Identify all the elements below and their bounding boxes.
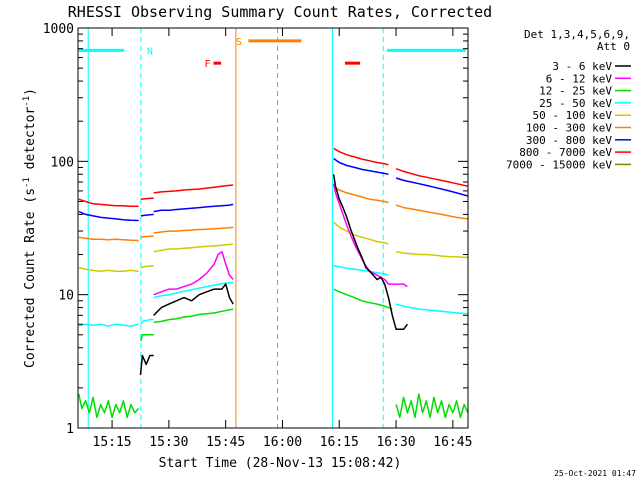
x-tick-label: 15:15 — [93, 435, 132, 450]
state-label-n: N — [147, 46, 153, 57]
segment-boundaries — [87, 28, 384, 428]
series-800-7000-kev-segment-3 — [333, 147, 389, 166]
state-bars: N S F — [78, 37, 466, 70]
timestamp: 25-Oct-2021 01:47 — [554, 469, 636, 478]
series-800-7000-kev-segment-2 — [153, 184, 234, 194]
plot-frame — [77, 27, 469, 429]
legend-label-100-300-kev: 100 - 300 keV — [526, 122, 612, 135]
series-3-6-kev-segment-0 — [139, 354, 154, 375]
series-300-800-kev-segment-2 — [153, 203, 234, 213]
y-axis-label-mid: detector — [23, 107, 38, 178]
x-tick-label: 16:00 — [263, 435, 302, 450]
x-tick-label: 16:45 — [433, 435, 472, 450]
legend-label-800-7000-kev: 800 - 7000 keV — [519, 146, 612, 159]
series-25-50-kev-segment-1 — [140, 318, 154, 325]
legend-label-25-50-kev: 25 - 50 keV — [539, 97, 612, 110]
x-axis-label: Start Time (28-Nov-13 15:08:42) — [159, 456, 402, 471]
series-25-50-kev-segment-2 — [153, 281, 234, 299]
series-12-25-kev-segment-0 — [78, 393, 140, 419]
series-25-50-kev-segment-3 — [333, 264, 389, 276]
axis-ticks: 15:15 15:30 15:45 16:00 16:15 16:30 16:45 1 10 10… — [43, 22, 473, 450]
y-tick-label: 100 — [51, 155, 74, 170]
series-300-800-kev-segment-3 — [333, 157, 389, 176]
series-12-25-kev-segment-1 — [140, 334, 154, 342]
series-800-7000-kev-segment-0 — [78, 198, 139, 208]
y-axis-label-end: ) — [23, 88, 38, 96]
series-100-300-kev-segment-4 — [395, 204, 468, 220]
series-50-100-kev-segment-1 — [140, 264, 154, 269]
y-axis-label-sup2: -1 — [22, 96, 32, 107]
series-3-6-kev-segment-1 — [153, 283, 234, 316]
y-tick-label: 10 — [58, 289, 74, 304]
series-100-300-kev-segment-3 — [333, 185, 389, 204]
state-label-f: F — [204, 59, 210, 70]
series-300-800-kev-segment-1 — [140, 213, 154, 217]
chart-title: RHESSI Observing Summary Count Rates, Co… — [68, 3, 492, 21]
series-50-100-kev-segment-3 — [333, 221, 389, 245]
series-lines — [78, 147, 468, 419]
series-300-800-kev-segment-4 — [395, 177, 468, 197]
series-50-100-kev-segment-0 — [78, 266, 139, 272]
x-tick-label: 15:45 — [206, 435, 245, 450]
legend-label-50-100-kev: 50 - 100 keV — [533, 109, 613, 122]
series-25-50-kev-segment-0 — [78, 323, 139, 327]
x-tick-label: 16:15 — [320, 435, 359, 450]
series-100-300-kev-segment-2 — [153, 226, 234, 234]
y-axis-label-main: Corrected Count Rate (s — [23, 188, 38, 368]
series-50-100-kev-segment-4 — [395, 250, 468, 259]
series-12-25-kev-segment-2 — [153, 308, 234, 324]
series-12-25-kev-segment-4 — [395, 393, 468, 419]
series-3-6-kev-segment-2 — [332, 174, 409, 331]
y-tick-label: 1000 — [43, 22, 74, 37]
legend-header-line-1: Det 1,3,4,5,6,9, — [524, 28, 630, 41]
series-300-800-kev-segment-0 — [78, 210, 139, 222]
x-tick-label: 15:30 — [149, 435, 188, 450]
series-12-25-kev-segment-3 — [333, 288, 393, 310]
legend-label-300-800-kev: 300 - 800 keV — [526, 134, 612, 147]
legend-label-3-6-kev: 3 - 6 keV — [552, 60, 612, 73]
legend-label-6-12-kev: 6 - 12 keV — [546, 72, 613, 85]
y-axis-label: Corrected Count Rate (s-1 detector-1) — [22, 88, 38, 368]
legend-header-line-2: Att 0 — [597, 40, 630, 53]
y-tick-label: 1 — [66, 422, 74, 437]
y-axis-label-sup1: -1 — [22, 177, 32, 188]
series-50-100-kev-segment-2 — [153, 243, 234, 253]
x-tick-label: 16:30 — [376, 435, 415, 450]
legend-label-12-25-kev: 12 - 25 keV — [539, 85, 612, 98]
plot-area: NSF 15:15 15:30 15:45 16:00 16:15 16:30 16:451… — [43, 22, 473, 450]
series-800-7000-kev-segment-4 — [395, 167, 468, 188]
legend-label-7000-15000-kev: 7000 - 15000 keV — [506, 158, 612, 171]
series-100-300-kev-segment-1 — [140, 235, 154, 238]
series-100-300-kev-segment-0 — [78, 236, 139, 242]
series-800-7000-kev-segment-1 — [140, 197, 154, 200]
state-label-s: S — [236, 37, 242, 48]
series-6-12-kev-segment-0 — [153, 250, 234, 296]
series-25-50-kev-segment-4 — [395, 303, 468, 315]
